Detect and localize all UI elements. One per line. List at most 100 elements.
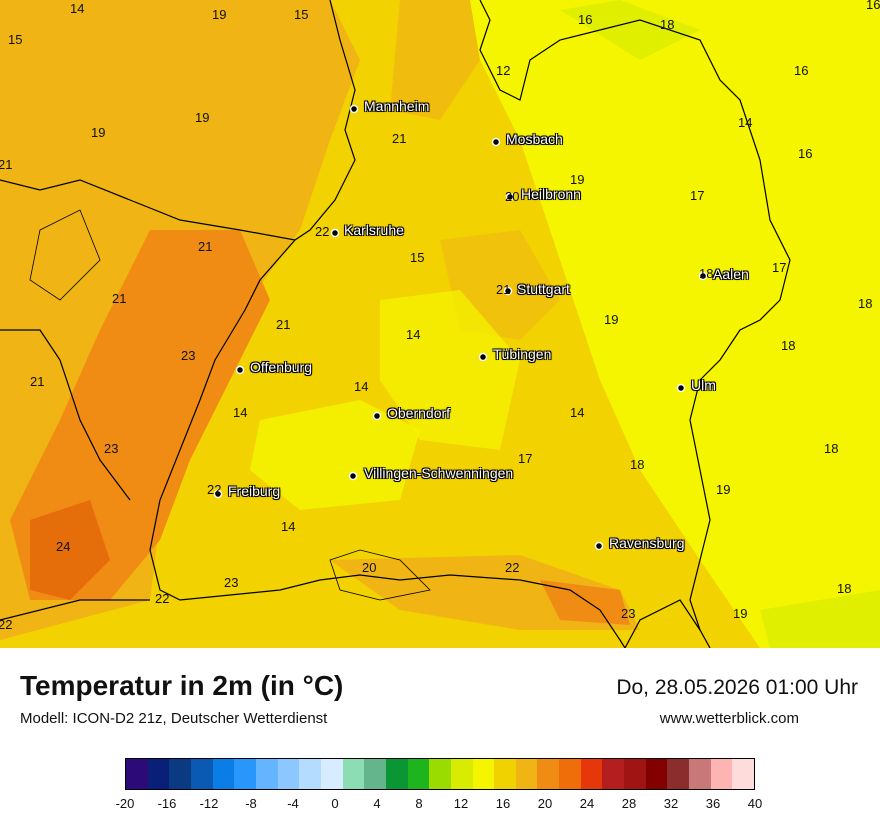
temperature-value: 19 (212, 7, 227, 22)
temperature-value: 14 (281, 519, 296, 534)
temperature-value: 14 (406, 327, 421, 342)
color-swatch (602, 759, 625, 789)
temperature-value: 14 (570, 405, 585, 420)
map-title: Temperatur in 2m (in °C) (20, 670, 344, 701)
temperature-value: 14 (354, 379, 369, 394)
scale-tick-label: 12 (453, 796, 469, 811)
temperature-value: 15 (8, 32, 23, 47)
color-swatch (494, 759, 516, 789)
scale-tick-label: 16 (495, 796, 511, 811)
color-swatch (710, 759, 733, 789)
scale-tick-label: 24 (579, 796, 595, 811)
color-swatch (320, 759, 343, 789)
city-label-mannheim: Mannheim (364, 98, 430, 114)
temperature-value: 22 (0, 617, 13, 632)
scale-tick-label: 4 (373, 796, 381, 811)
scale-tick-label: -12 (199, 796, 219, 811)
color-swatch (147, 759, 170, 789)
city-label-stuttgart: Stuttgart (517, 281, 570, 297)
temperature-value: 18 (837, 581, 852, 596)
color-swatch (212, 759, 235, 789)
city-label-ulm: Ulm (691, 377, 716, 393)
temperature-value: 22 (155, 591, 170, 606)
temperature-value: 16 (798, 146, 813, 161)
color-swatch (429, 759, 451, 789)
temperature-value: 21 (198, 239, 213, 254)
temperature-value: 19 (604, 312, 619, 327)
temperature-value: 19 (733, 606, 748, 621)
website-label: www.wetterblick.com (659, 710, 799, 727)
model-source: Modell: ICON-D2 21z, Deutscher Wetterdie… (20, 710, 328, 727)
city-label-villingen-schwenningen: Villingen-Schwenningen (364, 465, 514, 481)
forecast-datetime: Do, 28.05.2026 01:00 Uhr (616, 676, 858, 699)
temperature-value: 18 (858, 296, 873, 311)
color-swatch (472, 759, 495, 789)
temperature-map: Mannheim Mosbach Heilbronn Karlsruhe Aal… (0, 0, 880, 648)
city-label-offenburg: Offenburg (250, 359, 313, 375)
color-swatch (234, 759, 256, 789)
temperature-value: 21 (112, 291, 127, 306)
temperature-value: 14 (233, 405, 248, 420)
temperature-value: 19 (91, 125, 106, 140)
scale-tick-label: 20 (537, 796, 553, 811)
temperature-value: 21 (496, 282, 511, 297)
temperature-value: 12 (496, 63, 511, 78)
temperature-value: 23 (621, 606, 636, 621)
temperature-value: 18 (630, 457, 645, 472)
temperature-value: 22 (505, 560, 520, 575)
color-swatch (299, 759, 321, 789)
city-label-aalen: Aalen (713, 266, 749, 282)
color-swatch (385, 759, 408, 789)
color-swatch (277, 759, 300, 789)
scale-tick-label: 32 (663, 796, 679, 811)
scale-tick-label: 8 (415, 796, 423, 811)
color-swatch (342, 759, 365, 789)
city-label-ravensburg: Ravensburg (609, 535, 685, 551)
scale-tick-label: 28 (621, 796, 637, 811)
temperature-value: 16 (578, 12, 593, 27)
color-swatch (255, 759, 278, 789)
color-swatch (364, 759, 386, 789)
temperature-value: 22 (207, 482, 222, 497)
color-swatch (515, 759, 538, 789)
temperature-value: 15 (410, 250, 425, 265)
temperature-value: 22 (315, 224, 330, 239)
scale-tick-label: 40 (747, 796, 763, 811)
temperature-value: 18 (660, 17, 675, 32)
city-label-mosbach: Mosbach (506, 131, 563, 147)
scale-tick-label: -16 (157, 796, 177, 811)
scale-tick-label: -4 (287, 796, 299, 811)
temperature-value: 16 (866, 0, 880, 12)
temperature-value: 23 (224, 575, 239, 590)
color-swatch (450, 759, 473, 789)
temperature-value: 15 (294, 7, 309, 22)
map-fields-and-borders (0, 0, 880, 648)
city-label-karlsruhe: Karlsruhe (344, 222, 404, 238)
temperature-value: 18 (824, 441, 839, 456)
scale-tick-label: 36 (705, 796, 721, 811)
city-label-heilbronn: Heilbronn (521, 186, 581, 202)
temperature-value: 23 (104, 441, 119, 456)
color-swatch (407, 759, 430, 789)
color-swatch (645, 759, 668, 789)
temperature-value: 21 (276, 317, 291, 332)
scale-tick-label: -8 (245, 796, 257, 811)
color-swatch (624, 759, 646, 789)
color-swatch (580, 759, 603, 789)
temperature-value: 18 (699, 266, 714, 281)
temperature-value: 14 (70, 1, 85, 16)
color-scale-bar (125, 758, 755, 790)
color-swatch (537, 759, 560, 789)
temperature-value: 21 (0, 157, 13, 172)
color-swatch (667, 759, 690, 789)
temperature-value: 19 (195, 110, 210, 125)
color-swatch (732, 759, 755, 789)
city-label-tuebingen: Tübingen (493, 346, 552, 362)
temperature-value: 24 (56, 539, 71, 554)
temperature-value: 21 (30, 374, 45, 389)
temperature-value: 17 (690, 188, 705, 203)
city-label-freiburg: Freiburg (228, 483, 281, 499)
color-swatch (169, 759, 191, 789)
temperature-value: 20 (505, 189, 520, 204)
temperature-value: 16 (794, 63, 809, 78)
